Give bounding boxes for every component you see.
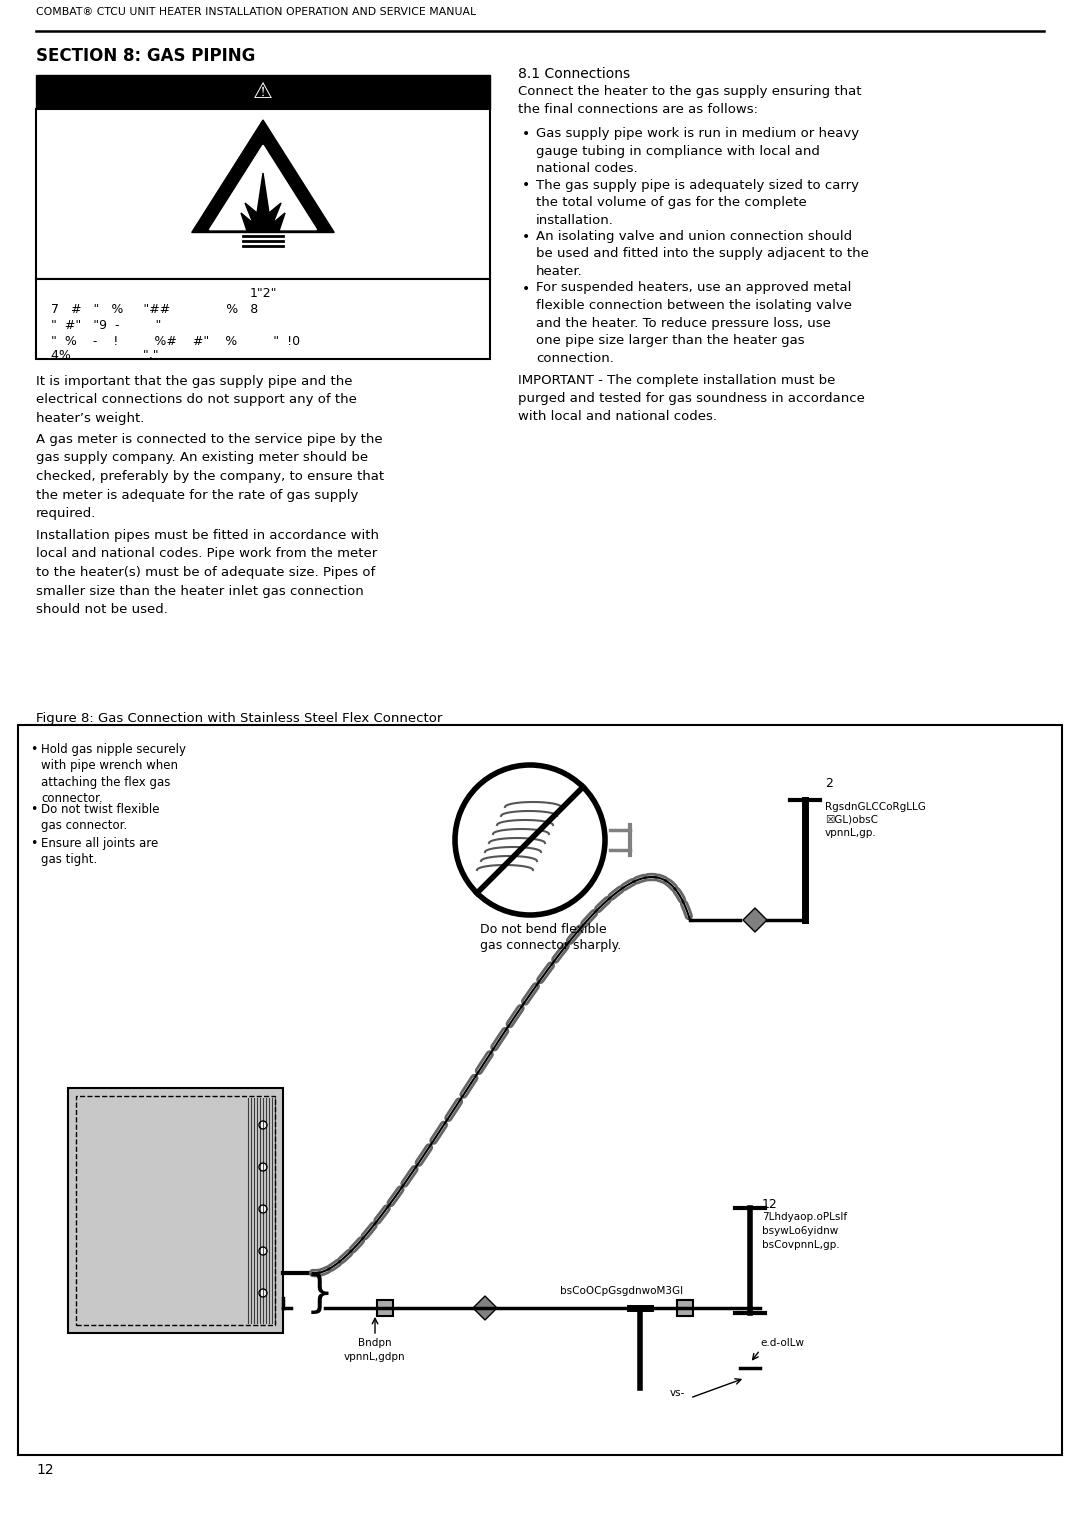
- Bar: [68, 1089, 283, 1333]
- Bar: [76, 1096, 275, 1325]
- Text: •: •: [522, 179, 530, 192]
- Text: An isolating valve and union connection should
be used and fitted into the suppl: An isolating valve and union connection …: [536, 231, 869, 278]
- Text: 12: 12: [762, 1199, 778, 1211]
- Polygon shape: [192, 121, 334, 232]
- Text: A gas meter is connected to the service pipe by the
gas supply company. An exist: A gas meter is connected to the service …: [36, 434, 384, 521]
- Text: •: •: [522, 231, 530, 244]
- Circle shape: [259, 1205, 267, 1212]
- Text: e.d-oILw: e.d-oILw: [760, 1338, 804, 1348]
- Circle shape: [259, 1164, 267, 1171]
- Polygon shape: [210, 145, 316, 229]
- Polygon shape: [743, 909, 767, 931]
- Bar: [36, 75, 490, 108]
- Text: 4%                  ",": 4% ",": [51, 350, 159, 362]
- Text: The gas supply pipe is adequately sized to carry
the total volume of gas for the: The gas supply pipe is adequately sized …: [536, 179, 859, 226]
- Text: COMBAT® CTCU UNIT HEATER INSTALLATION OPERATION AND SERVICE MANUAL: COMBAT® CTCU UNIT HEATER INSTALLATION OP…: [36, 8, 476, 17]
- Bar: [377, 1299, 393, 1316]
- Text: SECTION 8: GAS PIPING: SECTION 8: GAS PIPING: [36, 47, 255, 66]
- Bar: [18, 725, 1062, 1455]
- Text: bsywLo6yidnw: bsywLo6yidnw: [762, 1226, 838, 1235]
- Text: 7   #   "   %     "##              %   8: 7 # " % "## % 8: [51, 302, 258, 316]
- Text: IMPORTANT - The complete installation must be
purged and tested for gas soundnes: IMPORTANT - The complete installation mu…: [518, 374, 865, 423]
- Bar: [677, 1299, 693, 1316]
- Text: {: {: [295, 1269, 323, 1312]
- Text: RgsdnGLCCoRgLLG
☒GL)obsC
vpnnL,gp.: RgsdnGLCCoRgLLG ☒GL)obsC vpnnL,gp.: [825, 802, 926, 838]
- Text: Do not twist flexible
gas connector.: Do not twist flexible gas connector.: [41, 803, 160, 832]
- Text: 1"2": 1"2": [249, 287, 276, 299]
- Text: Connect the heater to the gas supply ensuring that
the final connections are as : Connect the heater to the gas supply ens…: [518, 86, 862, 116]
- Text: "  #"   "9  -         ": " #" "9 - ": [51, 319, 161, 331]
- Text: Do not bend flexible
gas connector sharply.: Do not bend flexible gas connector sharp…: [480, 922, 621, 953]
- Text: bsCoOCpGsgdnwoM3Gl: bsCoOCpGsgdnwoM3Gl: [561, 1286, 684, 1296]
- Polygon shape: [241, 173, 285, 231]
- Bar: [36, 108, 490, 279]
- Circle shape: [259, 1121, 267, 1128]
- Bar: [36, 279, 490, 359]
- Text: For suspended heaters, use an approved metal
flexible connection between the iso: For suspended heaters, use an approved m…: [536, 281, 852, 365]
- Text: 2: 2: [825, 777, 833, 789]
- Text: Figure 8: Gas Connection with Stainless Steel Flex Connector: Figure 8: Gas Connection with Stainless …: [36, 712, 443, 725]
- Text: vpnnL,gdpn: vpnnL,gdpn: [345, 1351, 406, 1362]
- Text: Installation pipes must be fitted in accordance with
local and national codes. P: Installation pipes must be fitted in acc…: [36, 528, 379, 615]
- Text: 7Lhdyaop.oPLslf: 7Lhdyaop.oPLslf: [762, 1212, 847, 1222]
- Text: bsCovpnnL,gp.: bsCovpnnL,gp.: [762, 1240, 839, 1251]
- Text: Ensure all joints are
gas tight.: Ensure all joints are gas tight.: [41, 837, 159, 866]
- Text: Hold gas nipple securely
with pipe wrench when
attaching the flex gas
connector.: Hold gas nipple securely with pipe wrenc…: [41, 744, 186, 806]
- Text: ⚠: ⚠: [253, 82, 273, 102]
- Text: 8.1 Connections: 8.1 Connections: [518, 67, 630, 81]
- Text: •: •: [30, 803, 38, 815]
- Text: 12: 12: [36, 1463, 54, 1477]
- Text: It is important that the gas supply pipe and the
electrical connections do not s: It is important that the gas supply pipe…: [36, 376, 356, 425]
- Polygon shape: [473, 1296, 497, 1319]
- Text: vs-: vs-: [670, 1388, 686, 1399]
- Text: •: •: [522, 281, 530, 296]
- Text: •: •: [30, 837, 38, 851]
- Text: "  %    -    !         %#    #"    %         "  !0: " % - ! %# #" % " !0: [51, 334, 300, 348]
- Text: •: •: [30, 744, 38, 756]
- Text: Bndpn: Bndpn: [359, 1338, 392, 1348]
- Text: Gas supply pipe work is run in medium or heavy
gauge tubing in compliance with l: Gas supply pipe work is run in medium or…: [536, 127, 859, 176]
- Circle shape: [259, 1248, 267, 1255]
- Circle shape: [259, 1289, 267, 1296]
- Text: •: •: [522, 127, 530, 140]
